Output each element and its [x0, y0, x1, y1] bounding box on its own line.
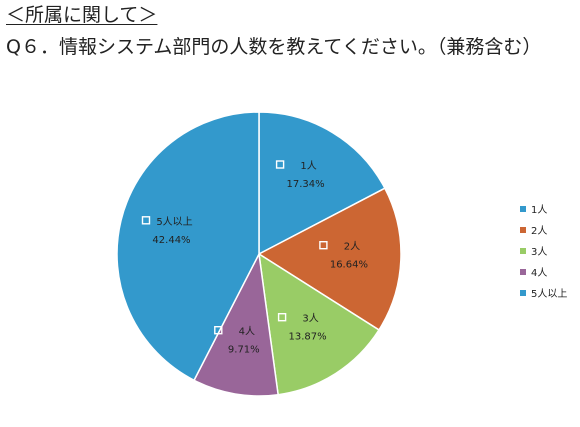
legend-item-1: 1人 [520, 204, 547, 216]
legend-swatch [520, 290, 526, 296]
slice-label-2: 2人 16.64% [319, 240, 368, 271]
chart-legend: 1人 2人 3人 4人 5人以上 [520, 204, 567, 300]
slice-category-label: 4人 [239, 326, 255, 338]
pie-slice-1 [258, 111, 386, 256]
legend-swatch [520, 206, 526, 212]
slice-value-label: 42.44% [152, 235, 190, 246]
slice-category-label: 2人 [344, 241, 360, 253]
question-title: Q６．情報システム部門の人数を教えてください。（兼務含む） [6, 36, 542, 58]
legend-item-4: 4人 [520, 267, 547, 279]
pie-slice-5 [116, 111, 260, 382]
legend-swatch [520, 248, 526, 254]
slice-category-label: 5人以上 [156, 216, 192, 228]
slice-label-4: 4人 9.71% [214, 326, 260, 356]
slice-value-label: 13.87% [289, 332, 327, 343]
legend-label: 1人 [531, 204, 547, 216]
pie-slice-3 [258, 252, 381, 396]
slice-value-label: 16.64% [330, 260, 368, 271]
slice-category-label: 3人 [302, 313, 318, 325]
section-title: ＜所属に関して＞ [6, 4, 158, 26]
legend-item-2: 2人 [520, 225, 547, 237]
legend-label: 5人以上 [531, 288, 567, 300]
legend-label: 4人 [531, 267, 547, 279]
label-marker-icon [214, 326, 223, 335]
pie-slice-4 [193, 251, 279, 397]
label-marker-icon [141, 216, 151, 225]
legend-swatch [520, 227, 526, 233]
slice-label-3: 3人 13.87% [277, 313, 327, 343]
legend-item-3: 3人 [520, 246, 547, 258]
label-marker-icon [319, 240, 328, 250]
slice-value-label: 9.71% [228, 345, 260, 356]
legend-swatch [520, 269, 526, 275]
label-marker-icon [275, 160, 285, 169]
slice-category-label: 1人 [300, 160, 316, 172]
slice-label-1: 1人 17.34% [275, 160, 325, 190]
legend-label: 2人 [531, 225, 547, 237]
legend-item-5: 5人以上 [520, 288, 567, 300]
slice-label-5: 5人以上 42.44% [141, 216, 193, 246]
pie-slice-2 [257, 187, 402, 331]
slice-value-label: 17.34% [287, 179, 325, 190]
label-marker-icon [277, 313, 287, 322]
legend-label: 3人 [531, 246, 547, 258]
